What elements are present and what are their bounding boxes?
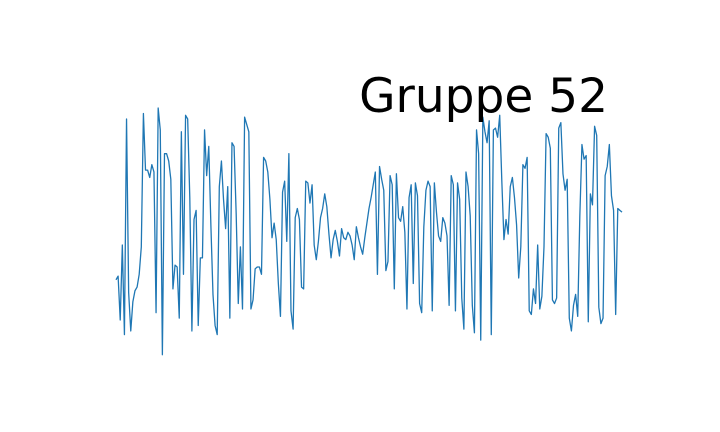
chart-title: Gruppe 52: [359, 69, 608, 124]
series-line-0: [115, 107, 623, 356]
plot-area: [115, 107, 623, 356]
